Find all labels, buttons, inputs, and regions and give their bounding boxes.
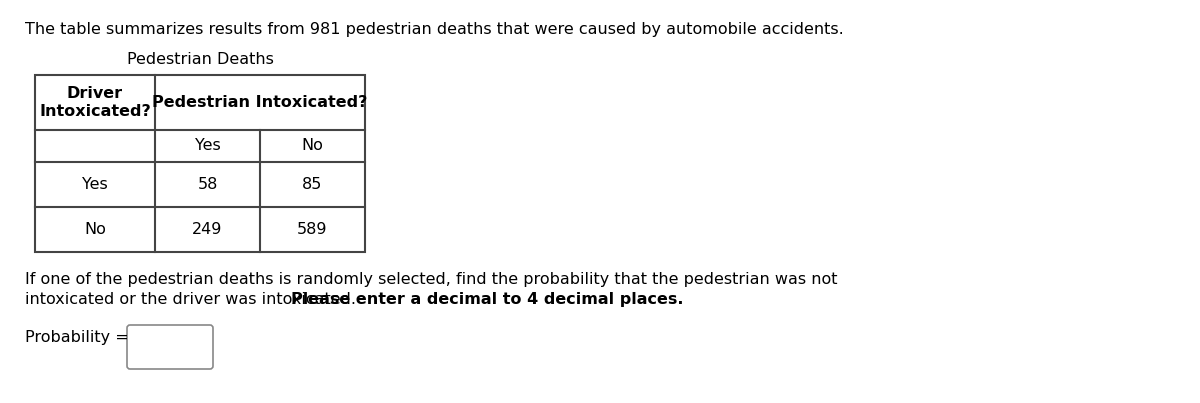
- Text: 85: 85: [302, 177, 323, 192]
- Text: If one of the pedestrian deaths is randomly selected, find the probability that : If one of the pedestrian deaths is rando…: [25, 272, 838, 287]
- Text: Driver
Intoxicated?: Driver Intoxicated?: [40, 86, 151, 119]
- FancyBboxPatch shape: [127, 325, 214, 369]
- Text: Probability =: Probability =: [25, 330, 128, 345]
- Text: Please enter a decimal to 4 decimal places.: Please enter a decimal to 4 decimal plac…: [292, 292, 684, 307]
- Text: Pedestrian Intoxicated?: Pedestrian Intoxicated?: [152, 95, 367, 110]
- Text: intoxicated or the driver was intoxicated.: intoxicated or the driver was intoxicate…: [25, 292, 361, 307]
- Text: No: No: [301, 139, 324, 154]
- Text: No: No: [84, 222, 106, 237]
- Text: 58: 58: [197, 177, 217, 192]
- Text: Yes: Yes: [194, 139, 221, 154]
- Text: 249: 249: [192, 222, 223, 237]
- Text: 589: 589: [298, 222, 328, 237]
- Text: Pedestrian Deaths: Pedestrian Deaths: [126, 52, 274, 67]
- Text: The table summarizes results from 981 pedestrian deaths that were caused by auto: The table summarizes results from 981 pe…: [25, 22, 844, 37]
- Text: Yes: Yes: [82, 177, 108, 192]
- Bar: [35, 75, 365, 252]
